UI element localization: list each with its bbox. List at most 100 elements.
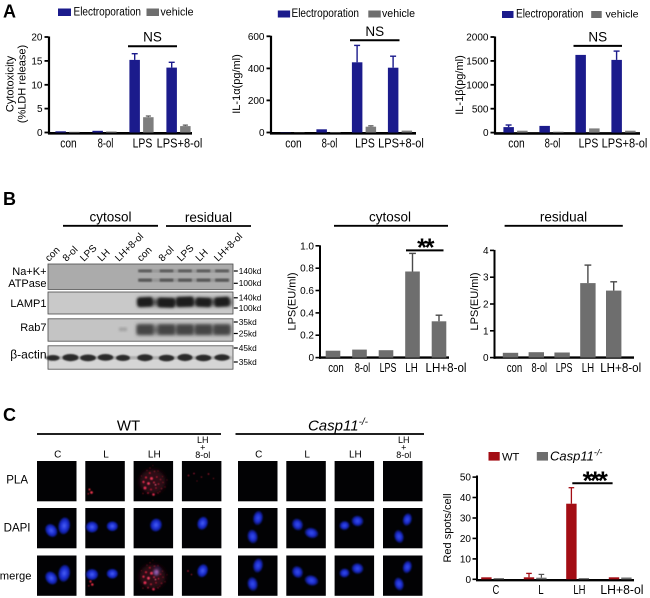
svg-text:LH+8-ol: LH+8-ol bbox=[426, 361, 467, 375]
svg-text:20: 20 bbox=[31, 33, 43, 44]
svg-text:C: C bbox=[3, 405, 16, 425]
svg-text:Casp11-/-: Casp11-/- bbox=[308, 417, 369, 435]
svg-text:WT: WT bbox=[117, 418, 140, 435]
svg-text:400: 400 bbox=[248, 64, 265, 75]
svg-text:Red spots/cell: Red spots/cell bbox=[442, 493, 454, 562]
svg-text:con: con bbox=[507, 361, 523, 375]
svg-text:L: L bbox=[304, 450, 310, 461]
svg-text:0.6: 0.6 bbox=[300, 286, 314, 297]
svg-text:200: 200 bbox=[248, 96, 265, 107]
svg-text:LH: LH bbox=[582, 361, 594, 375]
svg-text:LH: LH bbox=[405, 361, 417, 375]
svg-text:1: 1 bbox=[483, 326, 489, 337]
svg-text:50: 50 bbox=[460, 473, 472, 484]
svg-text:**: ** bbox=[417, 234, 435, 262]
svg-text:vehicle: vehicle bbox=[161, 7, 194, 19]
svg-text:0.2: 0.2 bbox=[300, 331, 314, 342]
svg-text:Casp11-/-: Casp11-/- bbox=[550, 448, 602, 464]
svg-text:25kd: 25kd bbox=[239, 328, 257, 338]
svg-text:2000: 2000 bbox=[466, 33, 489, 44]
svg-text:LPS+8-ol: LPS+8-ol bbox=[602, 137, 648, 151]
svg-text:0: 0 bbox=[483, 353, 489, 364]
svg-text:con: con bbox=[60, 137, 77, 151]
svg-text:45kd: 45kd bbox=[239, 343, 257, 353]
svg-text:LPS: LPS bbox=[556, 361, 573, 375]
svg-text:LPS+8-ol: LPS+8-ol bbox=[157, 137, 203, 151]
svg-text:10: 10 bbox=[31, 80, 43, 91]
svg-text:1000: 1000 bbox=[466, 80, 489, 91]
svg-text:LH: LH bbox=[148, 450, 161, 461]
svg-text:WT: WT bbox=[502, 452, 520, 464]
svg-text:0: 0 bbox=[483, 128, 489, 139]
svg-text:Na+K+: Na+K+ bbox=[12, 266, 46, 278]
svg-text:LPS(EU/ml): LPS(EU/ml) bbox=[287, 272, 299, 330]
svg-text:L: L bbox=[538, 583, 543, 597]
svg-text:C: C bbox=[54, 450, 61, 461]
svg-text:8-ol: 8-ol bbox=[532, 361, 548, 375]
svg-text:35kd: 35kd bbox=[239, 317, 257, 327]
svg-text:LH: LH bbox=[398, 435, 410, 445]
svg-text:10: 10 bbox=[460, 554, 472, 565]
svg-text:cytosol: cytosol bbox=[369, 210, 411, 225]
svg-text:1.0: 1.0 bbox=[300, 241, 314, 252]
svg-text:IL-1α(pg/ml): IL-1α(pg/ml) bbox=[231, 54, 243, 114]
svg-text:Cytotoxicity: Cytotoxicity bbox=[5, 55, 17, 112]
svg-text:con: con bbox=[328, 361, 344, 375]
svg-text:0.4: 0.4 bbox=[300, 308, 314, 319]
svg-text:LAMP1: LAMP1 bbox=[10, 298, 46, 310]
svg-text:8-ol: 8-ol bbox=[396, 450, 411, 460]
svg-text:β-actin: β-actin bbox=[10, 348, 46, 362]
svg-text:LPS(EU/ml): LPS(EU/ml) bbox=[469, 272, 481, 330]
svg-text:0: 0 bbox=[259, 128, 265, 139]
svg-text:0: 0 bbox=[308, 353, 314, 364]
svg-text:DAPI: DAPI bbox=[4, 523, 31, 535]
svg-text:8-ol: 8-ol bbox=[98, 137, 114, 151]
svg-text:LPS: LPS bbox=[579, 137, 599, 151]
svg-text:Electroporation: Electroporation bbox=[74, 7, 142, 19]
svg-text:500: 500 bbox=[472, 104, 489, 115]
svg-text:LH: LH bbox=[197, 435, 209, 445]
svg-text:5: 5 bbox=[37, 104, 43, 115]
svg-text:Electroporation: Electroporation bbox=[516, 9, 584, 21]
svg-text:100kd: 100kd bbox=[239, 303, 262, 313]
svg-text:LPS: LPS bbox=[133, 137, 153, 151]
svg-text:residual: residual bbox=[540, 210, 587, 225]
svg-text:40: 40 bbox=[460, 493, 472, 504]
svg-text:***: *** bbox=[583, 466, 609, 496]
svg-text:30: 30 bbox=[460, 514, 472, 525]
svg-text:100kd: 100kd bbox=[239, 278, 262, 288]
svg-text:PLA: PLA bbox=[6, 475, 28, 487]
svg-text:3: 3 bbox=[483, 273, 489, 284]
svg-text:con: con bbox=[285, 137, 302, 151]
svg-text:cytosol: cytosol bbox=[89, 210, 131, 225]
svg-text:8-ol: 8-ol bbox=[195, 450, 210, 460]
svg-text:L: L bbox=[103, 450, 109, 461]
svg-text:140kd: 140kd bbox=[239, 293, 262, 303]
svg-text:LH: LH bbox=[349, 450, 362, 461]
svg-text:vehicle: vehicle bbox=[606, 9, 639, 21]
svg-text:LH+8-ol: LH+8-ol bbox=[600, 583, 643, 597]
svg-text:A: A bbox=[3, 2, 16, 22]
svg-text:140kd: 140kd bbox=[239, 266, 262, 276]
svg-text:600: 600 bbox=[248, 32, 265, 43]
svg-text:8-ol: 8-ol bbox=[355, 361, 371, 375]
svg-text:+: + bbox=[200, 443, 205, 453]
svg-text:C: C bbox=[493, 583, 500, 597]
svg-text:0: 0 bbox=[465, 575, 471, 586]
svg-text:ATPase: ATPase bbox=[8, 278, 46, 290]
svg-text:2: 2 bbox=[483, 300, 489, 311]
svg-text:35kd: 35kd bbox=[239, 357, 257, 367]
svg-text:Electroporation: Electroporation bbox=[292, 8, 360, 20]
svg-text:residual: residual bbox=[185, 210, 232, 225]
svg-text:LH: LH bbox=[573, 583, 585, 597]
svg-text:LH+8-ol: LH+8-ol bbox=[600, 361, 641, 375]
svg-text:1500: 1500 bbox=[466, 57, 489, 68]
svg-text:Rab7: Rab7 bbox=[20, 322, 46, 334]
svg-text:vehicle: vehicle bbox=[382, 8, 415, 20]
svg-text:+: + bbox=[401, 443, 406, 453]
svg-text:15: 15 bbox=[31, 57, 43, 68]
svg-text:LPS: LPS bbox=[380, 361, 397, 375]
svg-text:4: 4 bbox=[483, 246, 489, 257]
svg-text:LPS: LPS bbox=[355, 137, 375, 151]
svg-text:merge: merge bbox=[0, 571, 32, 583]
